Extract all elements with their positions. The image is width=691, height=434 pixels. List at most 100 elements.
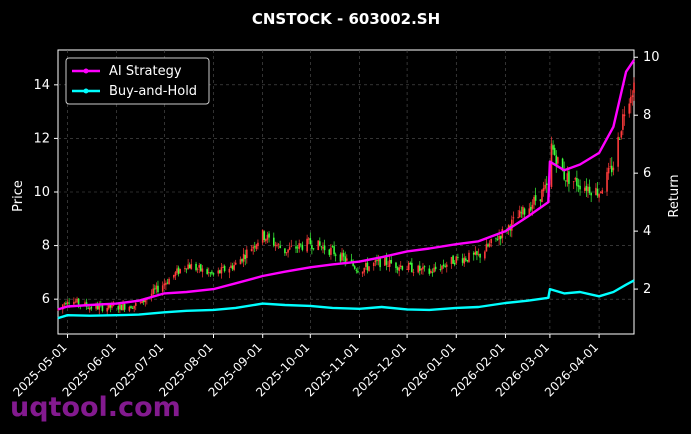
candle-body: [488, 243, 491, 247]
candle-body: [207, 272, 210, 273]
candle-body: [153, 288, 156, 290]
candle-body: [463, 257, 466, 264]
candle-body: [577, 185, 580, 187]
candle-body: [161, 285, 164, 292]
candle-body: [379, 257, 381, 268]
candle-body: [177, 267, 180, 275]
candle-body: [420, 268, 423, 271]
candle-body: [620, 131, 623, 138]
y-right-tick-label: 2: [643, 282, 651, 297]
legend-label-buy-and-hold: Buy-and-Hold: [109, 84, 197, 99]
buy-and-hold-line: [57, 279, 635, 320]
candle-body: [476, 251, 478, 255]
candle-body: [461, 258, 464, 263]
candle-body: [507, 225, 510, 230]
candle-body: [128, 306, 131, 311]
candle-body: [628, 103, 631, 114]
candle-body: [330, 247, 332, 255]
candle-body: [307, 238, 310, 240]
candle-body: [295, 246, 297, 249]
candle-body: [601, 190, 604, 194]
candle-body: [285, 252, 288, 254]
candle-body: [617, 136, 619, 167]
y-right-tick-label: 10: [643, 50, 660, 65]
candle-body: [290, 245, 293, 247]
candle-body: [220, 267, 223, 274]
candle-body: [311, 245, 313, 249]
y-right-tick-label: 4: [643, 224, 651, 239]
candle-body: [185, 268, 188, 270]
y-left-tick-label: 12: [33, 131, 50, 146]
candle-body: [418, 265, 421, 271]
candle-body: [555, 155, 558, 166]
candle-body: [388, 259, 391, 267]
candle-body: [552, 145, 554, 150]
candle-body: [57, 309, 59, 311]
candle-body: [217, 270, 220, 274]
candle-body: [206, 269, 208, 274]
candle-body: [74, 301, 77, 303]
candle-body: [279, 245, 281, 248]
candle-body: [239, 259, 242, 265]
candle-body: [572, 181, 575, 183]
candle-body: [173, 274, 175, 278]
watermark: uqtool.com: [10, 392, 181, 423]
candle-body: [609, 166, 611, 168]
candle-body: [219, 270, 221, 274]
y-right-tick-label: 6: [643, 166, 651, 181]
y-left-tick-label: 6: [42, 292, 50, 307]
candle-body: [309, 238, 312, 245]
candle-body: [539, 199, 542, 202]
candle-body: [345, 258, 348, 261]
candle-body: [542, 187, 545, 192]
candle-body: [341, 252, 343, 261]
candle-body: [574, 178, 577, 180]
candle-body: [231, 265, 234, 270]
candle-body: [366, 262, 369, 271]
candle-body: [263, 231, 266, 241]
candle-body: [101, 304, 104, 311]
candle-body: [584, 187, 586, 191]
candle-body: [495, 237, 497, 239]
candle-body: [512, 217, 515, 219]
y-right-tick-label: 8: [643, 108, 651, 123]
candle-body: [553, 147, 556, 156]
candle-body: [411, 262, 413, 273]
candle-body: [119, 303, 121, 310]
candle-body: [344, 256, 347, 262]
candle-body: [457, 257, 459, 258]
candle-body: [95, 304, 97, 309]
candle-body: [228, 268, 231, 273]
candle-body: [407, 263, 410, 271]
candle-body: [142, 299, 145, 303]
candle-body: [363, 267, 366, 273]
candle-body: [68, 302, 70, 304]
candle-body: [176, 268, 178, 273]
candle-body: [409, 262, 412, 265]
candle-body: [255, 244, 258, 249]
candle-body: [223, 265, 226, 272]
candle-body: [98, 305, 101, 310]
candle-body: [566, 173, 569, 182]
candle-body: [287, 249, 289, 253]
candle-body: [412, 272, 415, 274]
candle-body: [477, 254, 480, 255]
y-left-tick-label: 14: [33, 78, 50, 93]
candle-body: [222, 267, 224, 268]
legend: AI Strategy Buy-and-Hold: [65, 57, 210, 105]
candle-body: [587, 186, 589, 192]
candle-body: [576, 177, 578, 186]
candle-body: [423, 266, 426, 268]
candle-body: [579, 185, 581, 190]
candle-body: [377, 259, 380, 262]
candle-body: [401, 266, 404, 270]
y-axis-left-label: Price: [11, 180, 26, 212]
candle-body: [430, 270, 432, 273]
candle-body: [568, 171, 570, 184]
candle-body: [590, 193, 592, 196]
candle-body: [319, 241, 321, 246]
candle-body: [353, 266, 356, 269]
candle-body: [117, 306, 120, 310]
candle-body: [485, 244, 488, 252]
